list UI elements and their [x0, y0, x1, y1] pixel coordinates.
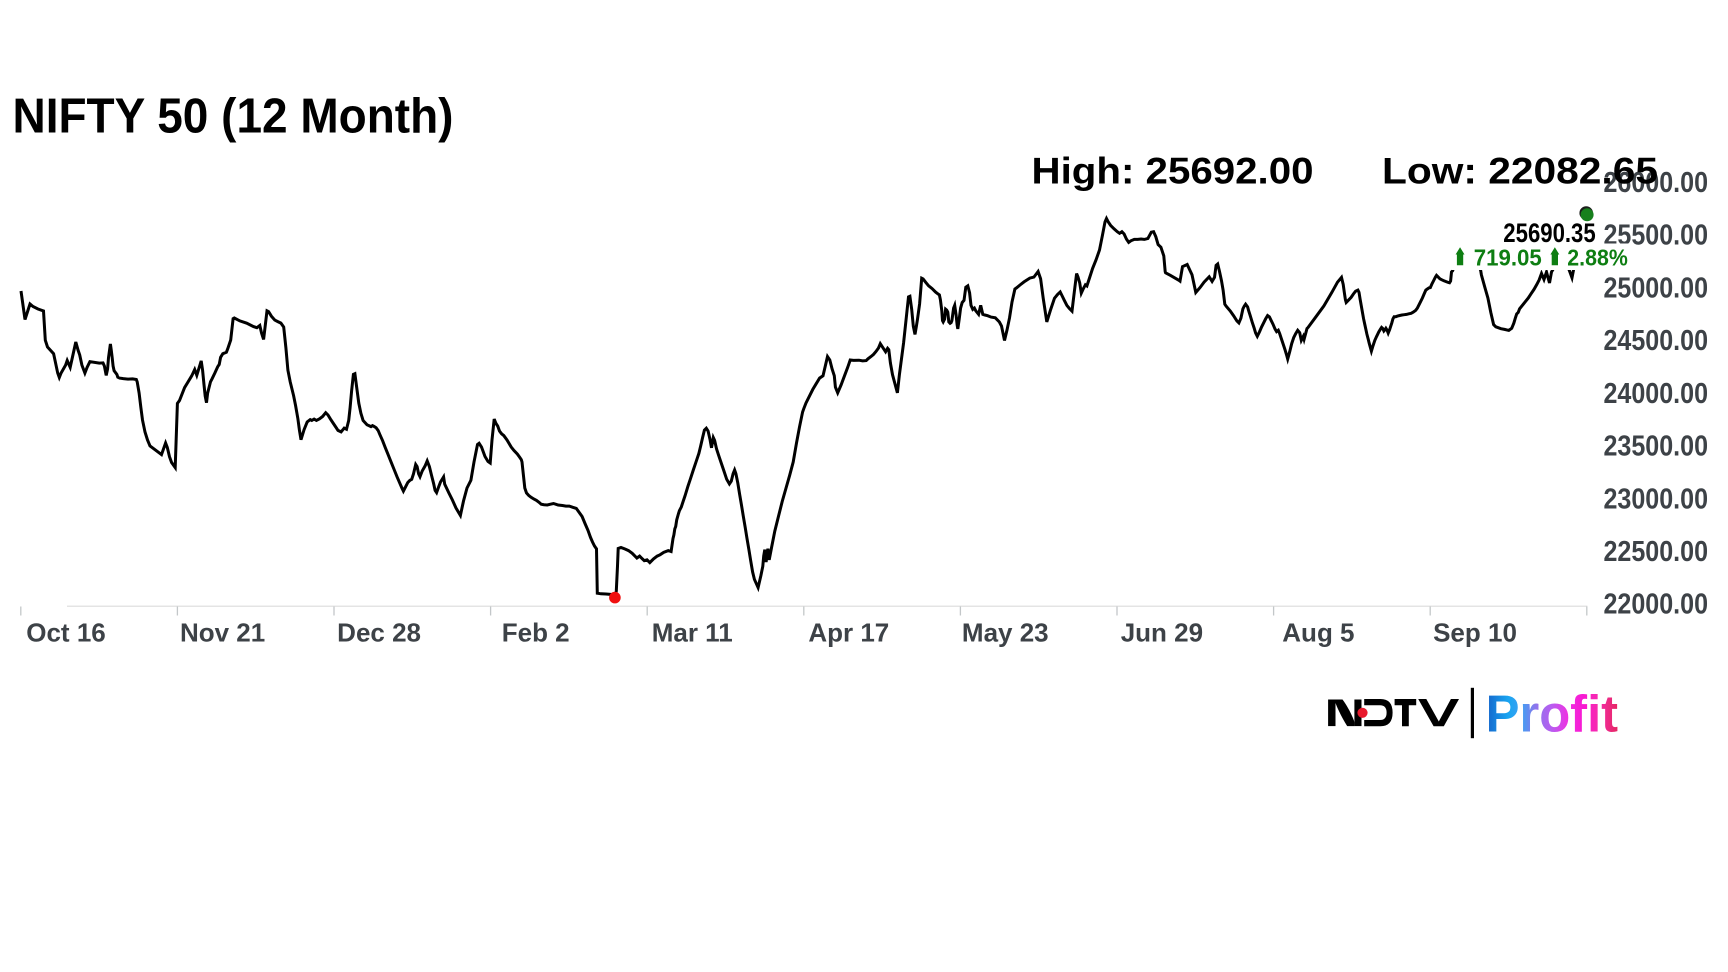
svg-text:24500.00: 24500.00 — [1604, 325, 1709, 357]
svg-text:Oct 16: Oct 16 — [26, 618, 106, 648]
svg-text:High: 25692.00: High: 25692.00 — [1032, 150, 1314, 192]
svg-text:22500.00: 22500.00 — [1604, 536, 1709, 568]
svg-text:Sep 10: Sep 10 — [1433, 618, 1517, 648]
svg-text:Aug 5: Aug 5 — [1282, 618, 1354, 648]
svg-text:719.05: 719.05 — [1474, 244, 1542, 270]
svg-text:25690.35: 25690.35 — [1503, 218, 1595, 248]
svg-text:23500.00: 23500.00 — [1604, 431, 1709, 463]
svg-text:Nov 21: Nov 21 — [180, 618, 265, 648]
svg-text:Feb 2: Feb 2 — [502, 618, 570, 648]
svg-text:May 23: May 23 — [962, 618, 1049, 648]
svg-text:Low: 22082.65: Low: 22082.65 — [1382, 150, 1658, 192]
svg-text:NIFTY 50 (12 Month): NIFTY 50 (12 Month) — [13, 90, 454, 144]
svg-text:Dec 28: Dec 28 — [337, 618, 421, 648]
svg-text:24000.00: 24000.00 — [1604, 378, 1709, 410]
svg-text:25000.00: 25000.00 — [1604, 272, 1709, 304]
svg-text:Apr 17: Apr 17 — [808, 618, 889, 648]
svg-text:23000.00: 23000.00 — [1604, 483, 1709, 515]
svg-text:22000.00: 22000.00 — [1604, 589, 1709, 621]
svg-text:Jun 29: Jun 29 — [1121, 618, 1203, 648]
svg-text:Profit: Profit — [1486, 684, 1619, 742]
svg-text:2.88%: 2.88% — [1567, 244, 1628, 270]
svg-text:26000.00: 26000.00 — [1604, 167, 1709, 199]
svg-text:Mar 11: Mar 11 — [652, 618, 733, 648]
